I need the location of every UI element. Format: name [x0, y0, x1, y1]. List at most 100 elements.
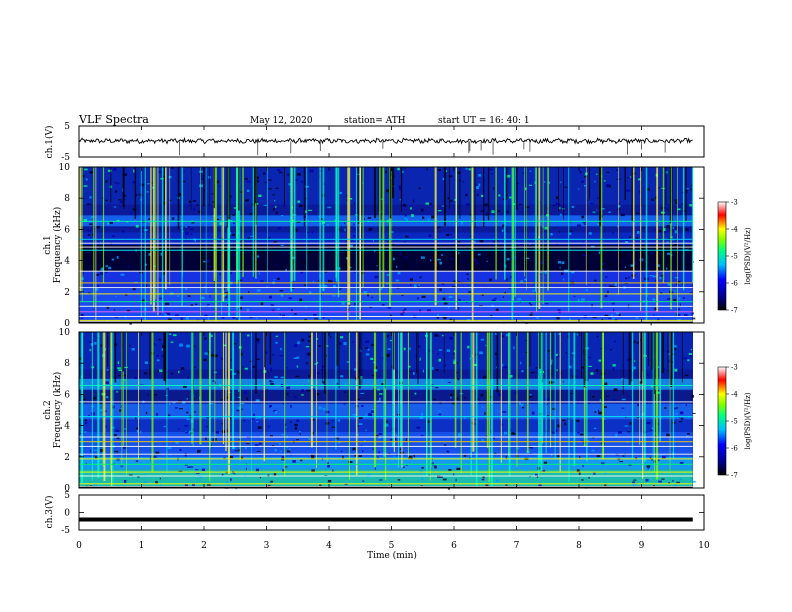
spectrogram-speckle	[148, 218, 151, 220]
colorbar-tick-label: -6	[731, 445, 738, 453]
spectrogram-speckle	[332, 469, 334, 473]
spectrogram-speckle	[357, 398, 360, 400]
spectrogram-speckle	[185, 431, 188, 434]
spectrogram-speckle	[422, 265, 425, 269]
spectrogram-speckle	[99, 272, 104, 275]
spectrogram-sferic	[322, 167, 325, 292]
spectrogram-narrowband-line	[79, 458, 693, 460]
spectrogram-sferic	[628, 332, 631, 386]
spectrogram-speckle	[577, 298, 580, 302]
spectrogram-speckle	[529, 304, 533, 306]
spectrogram-sferic	[238, 167, 241, 322]
spectrogram-speckle	[283, 205, 285, 208]
spectrogram-sferic	[232, 332, 235, 450]
spectrogram-speckle	[439, 401, 442, 404]
spectrogram-speckle	[219, 185, 221, 187]
spectrogram-speckle	[498, 464, 502, 468]
spectrogram-speckle	[306, 352, 308, 356]
spectrogram-speckle	[686, 188, 689, 190]
spectrogram-speckle	[598, 359, 602, 362]
spectrogram-speckle	[661, 207, 665, 209]
spectrogram-speckle	[186, 418, 190, 420]
spectrogram-speckle	[681, 203, 684, 205]
spectrogram-speckle	[485, 400, 486, 402]
spectrogram-speckle	[557, 309, 561, 311]
spectrogram-speckle	[545, 403, 548, 406]
spectrogram-speckle	[275, 411, 277, 414]
spectrogram-speckle	[286, 392, 289, 396]
spectrogram-speckle	[219, 215, 221, 217]
spectrogram-speckle	[310, 454, 315, 457]
spectrogram-speckle	[629, 236, 631, 239]
spectrogram-speckle	[531, 411, 535, 415]
spectrogram-speckle	[633, 398, 635, 400]
spectrogram-sferic	[631, 167, 634, 222]
spectrogram-sferic	[149, 332, 151, 380]
spectrogram-speckle	[579, 456, 581, 458]
spectrogram-sferic	[358, 332, 361, 389]
spectrogram-speckle	[327, 206, 332, 209]
spectrogram-speckle	[529, 394, 532, 396]
spectrogram-speckle	[409, 370, 412, 373]
spectrogram-sferic	[200, 167, 201, 316]
spectrogram-speckle	[349, 244, 353, 248]
spectrogram-speckle	[596, 335, 599, 338]
spectrogram-speckle	[307, 352, 311, 356]
spectrogram-speckle	[238, 389, 240, 392]
colorbar-tick-label: -6	[731, 280, 738, 288]
spectrogram-speckle	[288, 297, 292, 300]
spectrogram-speckle	[247, 237, 250, 240]
spectrogram-speckle	[613, 388, 618, 392]
spectrogram-speckle	[452, 256, 457, 258]
spectrogram-speckle	[129, 474, 133, 476]
spectrogram-speckle	[482, 476, 485, 479]
spectrogram-speckle	[123, 374, 127, 377]
spectrogram-speckle	[79, 357, 83, 361]
spectrogram-speckle	[569, 318, 571, 321]
spectrogram-speckle	[416, 297, 419, 300]
spectrogram-speckle	[342, 455, 344, 459]
spectrogram-speckle	[446, 349, 450, 352]
spectrogram-speckle	[266, 388, 268, 391]
spectrogram-speckle	[272, 354, 275, 356]
spectrogram-speckle	[182, 180, 186, 183]
spectrogram-speckle	[431, 261, 434, 264]
spectrogram-sferic	[641, 167, 642, 207]
spectrogram-speckle	[367, 348, 370, 351]
spectrogram-speckle	[256, 317, 258, 319]
spectrogram-speckle	[229, 271, 232, 275]
spectrogram-speckle	[596, 369, 599, 372]
spectrogram-narrowband-line	[79, 475, 693, 477]
spectrogram-speckle	[360, 376, 363, 379]
spectrogram-sferic	[677, 167, 678, 318]
spectrogram-speckle	[367, 216, 372, 219]
spectrogram-speckle	[123, 480, 127, 483]
spectrogram-speckle	[420, 387, 424, 389]
spectrogram-speckle	[582, 241, 584, 244]
spectrogram-speckle	[313, 314, 317, 316]
spectrogram-speckle	[635, 237, 639, 240]
spectrogram-speckle	[668, 353, 671, 355]
spectrogram-narrowband-line	[79, 483, 693, 485]
spectrogram-speckle	[625, 266, 627, 268]
spectrogram-speckle	[270, 369, 272, 372]
spectrogram-speckle	[456, 362, 459, 365]
spectrogram-speckle	[168, 460, 173, 464]
spectrogram-speckle	[268, 237, 270, 240]
spectrogram-sferic	[169, 167, 171, 285]
spectrogram-speckle	[481, 194, 484, 198]
spectrogram-speckle	[555, 353, 558, 356]
spectrogram-speckle	[644, 461, 649, 464]
spectrogram-speckle	[312, 388, 315, 391]
spectrogram-speckle	[139, 183, 142, 186]
spectrogram-speckle	[364, 347, 369, 349]
spectrogram-speckle	[117, 367, 121, 370]
spectrogram-speckle	[105, 265, 108, 267]
spectrogram-speckle	[245, 467, 247, 471]
spectrogram-speckle	[340, 375, 344, 378]
spectrogram-speckle	[418, 187, 421, 189]
spectrogram-speckle	[412, 270, 416, 272]
spectrogram-speckle	[594, 279, 597, 282]
spectrogram-speckle	[445, 170, 448, 172]
spectrogram-speckle	[269, 435, 273, 437]
